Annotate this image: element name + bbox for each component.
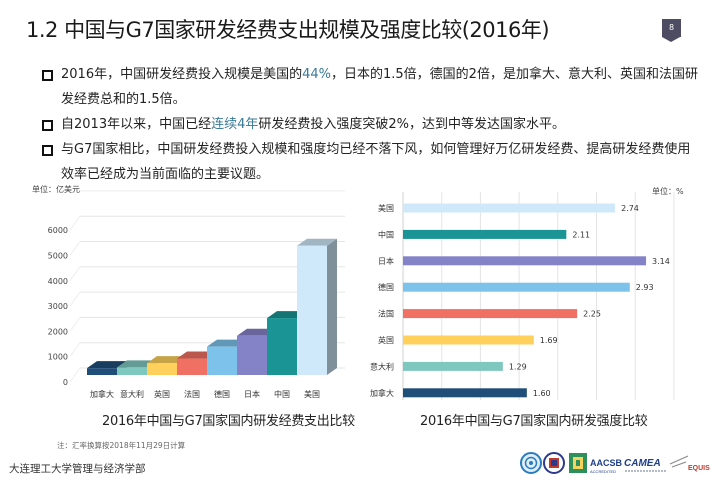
bullet-text: ，日本的1.5倍，德国的2倍，是加拿大、意大利、英国和法国研发经费总和的1.5倍… bbox=[61, 67, 698, 107]
bullet-text: 2016年，中国研发经费投入规模是美国的 bbox=[61, 67, 303, 82]
hbar-italy bbox=[403, 361, 503, 371]
equis-logo: EQUIS bbox=[669, 455, 710, 472]
left-x-tick-label: 英国 bbox=[154, 389, 170, 399]
left-gridline-side bbox=[69, 342, 81, 357]
right-chart-title: 2016年中国与G7国家国内研发强度比较 bbox=[420, 414, 648, 429]
aacsb-text: AACSB bbox=[590, 458, 623, 468]
bar-top bbox=[87, 361, 127, 369]
highlighted-text: 连续4年 bbox=[211, 117, 259, 132]
bar-japan bbox=[237, 335, 267, 375]
left-y-tick-label: 1000 bbox=[48, 353, 68, 362]
right-y-tick-label: 德国 bbox=[378, 282, 394, 292]
left-gridline-side bbox=[69, 241, 81, 256]
bar-usa bbox=[297, 245, 327, 375]
square-bullet-icon bbox=[42, 120, 53, 131]
left-x-tick-label: 美国 bbox=[304, 389, 320, 399]
right-y-tick-label: 法国 bbox=[378, 309, 394, 319]
bullet-item: 与G7国家相比，中国研发经费投入规模和强度均已经不落下风，如何管理好万亿研发经费… bbox=[42, 137, 702, 187]
page-number-badge: 8 bbox=[662, 19, 681, 42]
bullet-list: 2016年，中国研发经费投入规模是美国的44%，日本的1.5倍，德国的2倍，是加… bbox=[42, 62, 702, 187]
right-y-tick-label: 中国 bbox=[378, 229, 394, 239]
bar-china bbox=[267, 318, 297, 375]
left-gridline-side bbox=[69, 215, 81, 231]
hbar-germany bbox=[403, 282, 630, 292]
bar-side bbox=[327, 238, 337, 375]
bullet-text: 自2013年以来，中国已经 bbox=[61, 117, 212, 132]
bar-italy bbox=[117, 367, 147, 375]
right-value-label: 1.69 bbox=[540, 336, 558, 345]
hbar-usa bbox=[403, 203, 616, 213]
left-x-tick-label: 法国 bbox=[184, 389, 200, 399]
left-x-tick-label: 德国 bbox=[214, 389, 230, 399]
camea-logo: CAMEA bbox=[624, 458, 666, 472]
bar-top bbox=[297, 238, 337, 246]
hbar-japan bbox=[403, 256, 647, 266]
right-value-label: 1.60 bbox=[533, 389, 551, 398]
right-value-label: 2.74 bbox=[621, 204, 639, 213]
left-y-tick-label: 3000 bbox=[48, 302, 68, 311]
university-seal-icon bbox=[520, 452, 542, 474]
bar-canada bbox=[87, 368, 117, 375]
hbar-france bbox=[403, 309, 578, 319]
camea-text: CAMEA bbox=[624, 458, 661, 469]
page-title: 1.2 中国与G7国家研发经费支出规模及强度比较(2016年) bbox=[26, 18, 550, 42]
left-y-tick-label: 5000 bbox=[48, 252, 68, 261]
right-y-tick-label: 意大利 bbox=[370, 361, 394, 371]
left-x-tick-label: 加拿大 bbox=[90, 389, 114, 399]
bar-france bbox=[177, 358, 207, 375]
right-value-label: 2.11 bbox=[572, 230, 590, 239]
left-x-tick-label: 中国 bbox=[274, 389, 290, 399]
left-y-tick-label: 0 bbox=[63, 378, 68, 387]
left-chart-title: 2016年中国与G7国家国内研发经费支出比较 bbox=[102, 414, 355, 429]
accreditation-logos: AACSB ACCREDITED CAMEA EQUIS bbox=[520, 452, 710, 474]
left-x-tick-label: 日本 bbox=[244, 389, 260, 399]
left-chart-unit: 单位：亿美元 bbox=[32, 185, 80, 194]
accredited-text: ACCREDITED bbox=[590, 469, 616, 474]
exchange-rate-note: 注：汇率换算按2018年11月29日计算 bbox=[57, 441, 186, 450]
bullet-text: 研发经费投入强度突破2%，达到中等发达国家水平。 bbox=[258, 117, 565, 132]
right-value-label: 3.14 bbox=[652, 257, 670, 266]
right-y-tick-label: 英国 bbox=[378, 335, 394, 345]
square-bullet-icon bbox=[42, 70, 53, 81]
equis-text: EQUIS bbox=[688, 465, 710, 472]
right-chart-unit: 单位：% bbox=[652, 187, 684, 196]
right-y-tick-label: 加拿大 bbox=[370, 388, 394, 398]
aacsb-logo: AACSB ACCREDITED bbox=[569, 453, 623, 474]
left-y-tick-label: 2000 bbox=[48, 327, 68, 336]
hbar-china bbox=[403, 229, 567, 239]
school-seal-icon bbox=[543, 452, 565, 474]
left-gridline-side bbox=[69, 367, 81, 383]
hbar-canada bbox=[403, 388, 527, 398]
institution-footer: 大连理工大学管理与经济学部 bbox=[9, 463, 146, 475]
right-value-label: 2.25 bbox=[583, 310, 601, 319]
bullet-item: 2016年，中国研发经费投入规模是美国的44%，日本的1.5倍，德国的2倍，是加… bbox=[42, 62, 702, 112]
right-y-tick-label: 美国 bbox=[378, 203, 394, 213]
bullet-text: 与G7国家相比，中国研发经费投入规模和强度均已经不落下风，如何管理好万亿研发经费… bbox=[61, 142, 691, 182]
highlighted-text: 44% bbox=[302, 67, 331, 82]
bar-germany bbox=[207, 346, 237, 375]
bar-uk bbox=[147, 363, 177, 375]
right-y-tick-label: 日本 bbox=[378, 256, 394, 266]
left-gridline-side bbox=[69, 291, 81, 307]
hbar-uk bbox=[403, 335, 534, 345]
right-value-label: 1.29 bbox=[509, 362, 527, 371]
right-value-label: 2.93 bbox=[636, 283, 654, 292]
square-bullet-icon bbox=[42, 145, 53, 156]
bullet-item: 自2013年以来，中国已经连续4年研发经费投入强度突破2%，达到中等发达国家水平… bbox=[42, 112, 702, 137]
left-gridline-side bbox=[69, 266, 81, 282]
left-gridline-side bbox=[69, 317, 81, 332]
left-y-tick-label: 4000 bbox=[48, 277, 68, 286]
left-x-tick-label: 意大利 bbox=[120, 389, 144, 399]
left-y-tick-label: 6000 bbox=[48, 226, 68, 235]
